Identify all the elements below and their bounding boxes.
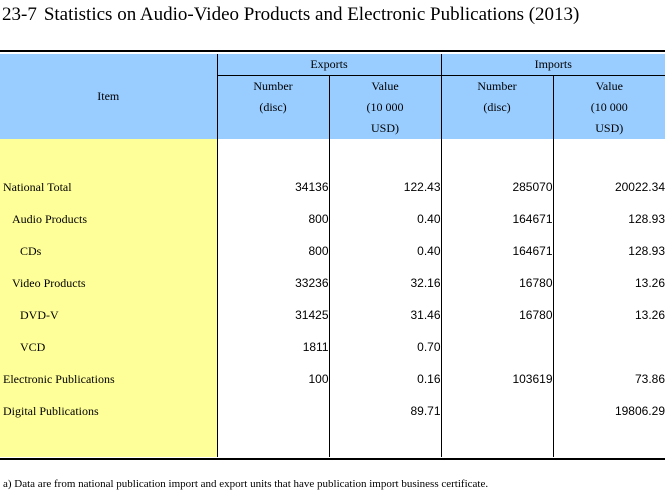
empty-cell <box>441 139 554 171</box>
spacer-row <box>0 427 665 457</box>
exports-number: 800 <box>217 235 330 267</box>
column-header-item: Item <box>0 54 218 139</box>
statistics-table: Item Exports Imports Number (disc) Value… <box>0 54 665 457</box>
item-cell-empty <box>0 139 218 171</box>
column-group-imports: Imports <box>441 54 665 76</box>
imports-value: 128.93 <box>628 244 665 258</box>
exports-value: 0.16 <box>329 363 442 395</box>
header-line: (disc) <box>259 100 287 114</box>
exports-value: 0.70 <box>329 331 442 363</box>
row-label: VCD <box>0 331 218 363</box>
exports-number: 1811 <box>217 331 330 363</box>
exports-number: 800 <box>217 203 330 235</box>
imports-number <box>441 395 554 427</box>
table-row: Video Products 33236 32.16 16780 13.26 <box>0 267 665 299</box>
item-cell-empty <box>0 427 218 457</box>
empty-cell <box>217 427 330 457</box>
empty-cell <box>329 139 442 171</box>
column-header-exports-value: Value (10 000 USD) <box>329 75 442 139</box>
column-header-exports-number: Number (disc) <box>217 75 330 139</box>
imports-value <box>553 331 665 363</box>
exports-number <box>217 395 330 427</box>
header-line: Number <box>477 79 517 93</box>
row-label: Video Products <box>0 267 218 299</box>
imports-number: 285070 <box>441 171 554 203</box>
header-line: Value <box>595 79 623 93</box>
imports-number: 103619 <box>441 363 554 395</box>
exports-value: 0.40 <box>329 203 442 235</box>
row-label: DVD-V <box>0 299 218 331</box>
imports-value: 13.26 <box>634 308 665 322</box>
table-row: Audio Products 800 0.40 164671 128.93 <box>0 203 665 235</box>
imports-value: 13.26 <box>634 276 665 290</box>
table-title: Statistics on Audio-Video Products and E… <box>43 4 580 25</box>
exports-value: 32.16 <box>329 267 442 299</box>
table-row: Electronic Publications 100 0.16 103619 … <box>0 363 665 395</box>
header-line: USD) <box>370 121 399 135</box>
table-row: National Total 34136 122.43 285070 20022… <box>0 171 665 203</box>
imports-value: 19806.29 <box>614 404 665 418</box>
imports-value: 128.93 <box>628 212 665 226</box>
exports-number: 33236 <box>217 267 330 299</box>
empty-cell <box>441 427 554 457</box>
empty-cell <box>217 139 330 171</box>
imports-number: 16780 <box>441 299 554 331</box>
imports-number: 16780 <box>441 267 554 299</box>
exports-number: 100 <box>217 363 330 395</box>
table-row: CDs 800 0.40 164671 128.93 <box>0 235 665 267</box>
table-row: VCD 1811 0.70 <box>0 331 665 363</box>
imports-number: 164671 <box>441 203 554 235</box>
row-label: National Total <box>0 171 218 203</box>
header-line: Number <box>253 79 293 93</box>
column-header-imports-number: Number (disc) <box>441 75 554 139</box>
column-group-exports: Exports <box>217 54 442 76</box>
imports-number: 164671 <box>441 235 554 267</box>
exports-value: 31.46 <box>329 299 442 331</box>
empty-cell <box>553 427 665 457</box>
table-row: DVD-V 31425 31.46 16780 13.26 <box>0 299 665 331</box>
spacer-row <box>0 139 665 171</box>
exports-value: 0.40 <box>329 235 442 267</box>
imports-number <box>441 331 554 363</box>
footnote: a) Data are from national publication im… <box>3 478 489 490</box>
exports-value: 122.43 <box>329 171 442 203</box>
header-line: Value <box>371 79 399 93</box>
exports-number: 31425 <box>217 299 330 331</box>
empty-cell <box>553 139 665 171</box>
row-label: Electronic Publications <box>0 363 218 395</box>
exports-number: 34136 <box>217 171 330 203</box>
column-header-imports-value: Value (10 000 USD) <box>553 75 665 139</box>
top-rule <box>0 50 665 52</box>
imports-value: 20022.34 <box>614 180 665 194</box>
empty-cell <box>329 427 442 457</box>
header-line: USD) <box>595 121 624 135</box>
row-label: CDs <box>0 235 218 267</box>
row-label: Digital Publications <box>0 395 218 427</box>
table-number: 23-7 <box>2 4 37 25</box>
imports-value: 73.86 <box>634 372 665 386</box>
header-line: (10 000 <box>366 100 404 114</box>
row-label: Audio Products <box>0 203 218 235</box>
page-title: 23-7 Statistics on Audio-Video Products a… <box>2 4 579 26</box>
header-line: (10 000 <box>590 100 628 114</box>
table-row: Digital Publications 89.71 19806.29 <box>0 395 665 427</box>
bottom-rule <box>0 458 665 460</box>
header-line: (disc) <box>483 100 511 114</box>
exports-value: 89.71 <box>329 395 442 427</box>
